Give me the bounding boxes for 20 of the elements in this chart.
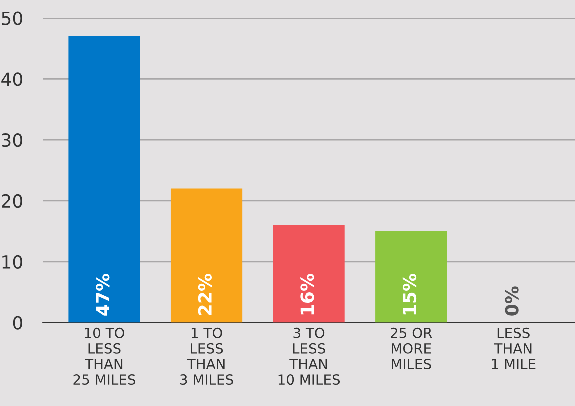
bar: [68, 36, 140, 323]
x-tick-label: LESS THAN 1 MILE: [492, 328, 536, 370]
y-tick-label: 50: [2, 12, 22, 26]
y-tick-label: 10: [2, 255, 22, 269]
data-label: 16%: [300, 274, 314, 315]
x-tick-label: 3 TO LESS THAN 10 MILES: [278, 328, 340, 386]
y-tick-label: 40: [2, 72, 22, 86]
x-tick-label: 25 OR MORE MILES: [391, 328, 432, 370]
data-label: 22%: [198, 274, 212, 316]
data-label: 0%: [505, 286, 519, 316]
bar: [376, 231, 448, 323]
bar: [273, 225, 345, 323]
y-tick-label: 30: [2, 134, 22, 148]
x-tick-label: 10 TO LESS THAN 25 MILES: [74, 328, 136, 386]
y-tick-label: 20: [2, 194, 22, 208]
data-label: 15%: [402, 274, 417, 315]
bar: [170, 188, 243, 323]
x-tick-label: 1 TO LESS THAN 3 MILES: [180, 328, 234, 386]
data-label: 47%: [96, 274, 110, 316]
y-tick-label: 0: [13, 316, 22, 330]
